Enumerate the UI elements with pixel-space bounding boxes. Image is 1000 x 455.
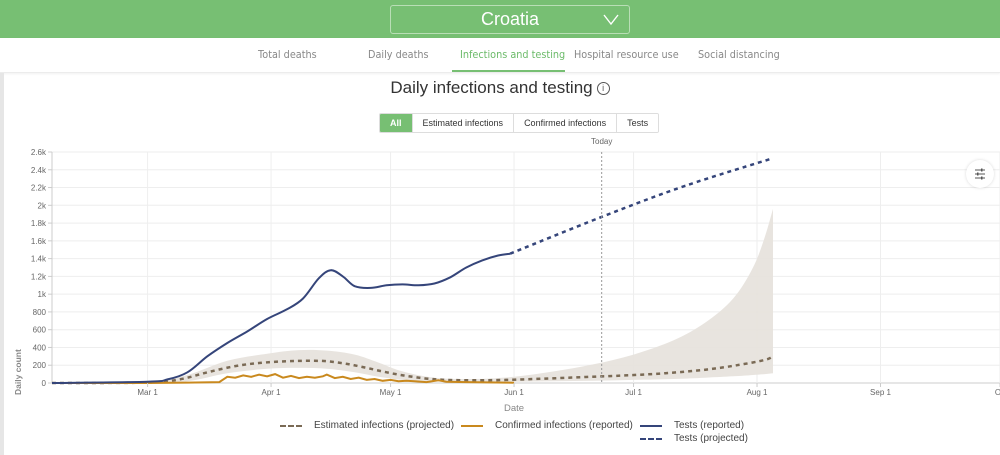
y-tick-label: 1.6k bbox=[31, 237, 47, 246]
y-tick-label: 1.8k bbox=[31, 219, 47, 228]
y-tick-label: 2.4k bbox=[31, 166, 47, 175]
legend-label: Estimated infections (projected) bbox=[314, 420, 455, 431]
grid-lines bbox=[51, 151, 1000, 384]
x-tick-label: Mar 1 bbox=[137, 388, 158, 397]
x-axis-label: Date bbox=[504, 403, 524, 414]
y-tick-label: 600 bbox=[33, 326, 47, 335]
legend-item-confirmed-infections[interactable]: Confirmed infections (reported) bbox=[461, 420, 633, 431]
filter-tests-button[interactable]: Tests bbox=[616, 114, 659, 132]
legend-swatch bbox=[640, 424, 662, 427]
info-icon[interactable]: i bbox=[596, 82, 610, 95]
chart-svg: 0 200 400 600 800 1k 1.2k 1.4k 1.6k 1.8k 2k 2.2k 2.4… bbox=[13, 137, 1000, 414]
x-tick-label: Sep 1 bbox=[870, 388, 891, 397]
legend-swatch bbox=[280, 424, 302, 427]
legend-item-estimated-infections[interactable]: Estimated infections (projected) bbox=[280, 420, 454, 431]
legend-swatch bbox=[461, 424, 483, 427]
y-tick-label: 2.2k bbox=[31, 184, 47, 193]
chart-settings-button[interactable] bbox=[966, 160, 994, 188]
y-tick-label: 1.2k bbox=[31, 272, 47, 281]
tab-infections-and-testing[interactable]: Infections and testing bbox=[460, 48, 566, 61]
y-tick-label: 1.4k bbox=[31, 255, 47, 264]
uncertainty-band bbox=[147, 208, 774, 383]
y-tick-label: 200 bbox=[33, 361, 47, 370]
estimated-infections-projected-line bbox=[51, 355, 774, 385]
legend-swatch bbox=[640, 437, 662, 440]
x-tick-label: Oc bbox=[995, 388, 1000, 397]
x-tick-label: Jul 1 bbox=[625, 388, 642, 397]
chevron-down-icon bbox=[603, 14, 619, 26]
x-tick-label: Apr 1 bbox=[262, 388, 282, 397]
legend-label: Confirmed infections (reported) bbox=[495, 420, 633, 431]
x-tick-label: May 1 bbox=[380, 388, 402, 397]
y-axis-ticks: 0 200 400 600 800 1k 1.2k 1.4k 1.6k 1.8k 2k 2.2k 2.4… bbox=[31, 148, 52, 388]
left-scroll-rail bbox=[0, 73, 4, 455]
active-tab-indicator bbox=[452, 70, 565, 72]
y-tick-label: 400 bbox=[33, 343, 47, 352]
y-tick-label: 2k bbox=[38, 201, 47, 210]
y-tick-label: 2.6k bbox=[31, 148, 47, 157]
tests-projected-line bbox=[509, 157, 774, 255]
tab-social-distancing[interactable]: Social distancing bbox=[698, 48, 780, 61]
tab-bar: Total deaths Daily deaths Infections and… bbox=[0, 38, 1000, 73]
filter-estimated-infections-button[interactable]: Estimated infections bbox=[411, 114, 514, 132]
legend-item-tests-reported[interactable]: Tests (reported) bbox=[640, 420, 744, 431]
tab-total-deaths[interactable]: Total deaths bbox=[258, 48, 317, 61]
filter-confirmed-infections-button[interactable]: Confirmed infections bbox=[513, 114, 617, 132]
x-axis-ticks: Mar 1 Apr 1 May 1 Jun 1 Jul 1 Aug 1 Sep 1 Oc bbox=[137, 383, 1000, 397]
confirmed-infections-reported-line bbox=[52, 373, 515, 384]
chart-title-row: Daily infections and testing i bbox=[0, 78, 1000, 98]
chart-title: Daily infections and testing bbox=[390, 78, 593, 97]
today-marker: Today bbox=[591, 137, 612, 383]
tab-daily-deaths[interactable]: Daily deaths bbox=[368, 48, 429, 61]
sliders-icon bbox=[975, 168, 985, 180]
y-tick-label: 800 bbox=[33, 308, 47, 317]
legend-item-tests-projected[interactable]: Tests (projected) bbox=[640, 433, 748, 444]
y-tick-label: 0 bbox=[42, 379, 47, 388]
country-select-value: Croatia bbox=[480, 9, 540, 29]
tab-hospital-resource-use[interactable]: Hospital resource use bbox=[574, 48, 679, 61]
country-select[interactable]: Croatia bbox=[390, 5, 630, 34]
y-tick-label: 1k bbox=[38, 290, 47, 299]
legend-label: Tests (reported) bbox=[674, 420, 745, 431]
uncertainty-band-area bbox=[147, 208, 774, 383]
series-filter-group: All Estimated infections Confirmed infec… bbox=[379, 113, 660, 133]
tests-reported-line bbox=[51, 252, 511, 384]
filter-all-button[interactable]: All bbox=[380, 114, 412, 132]
series-lines bbox=[51, 157, 774, 385]
y-axis-label: Daily count bbox=[13, 349, 23, 395]
header-bar: Croatia bbox=[0, 0, 1000, 38]
x-tick-label: Jun 1 bbox=[504, 388, 524, 397]
legend-label: Tests (projected) bbox=[674, 433, 748, 444]
x-tick-label: Aug 1 bbox=[747, 388, 768, 397]
today-label: Today bbox=[591, 137, 612, 146]
